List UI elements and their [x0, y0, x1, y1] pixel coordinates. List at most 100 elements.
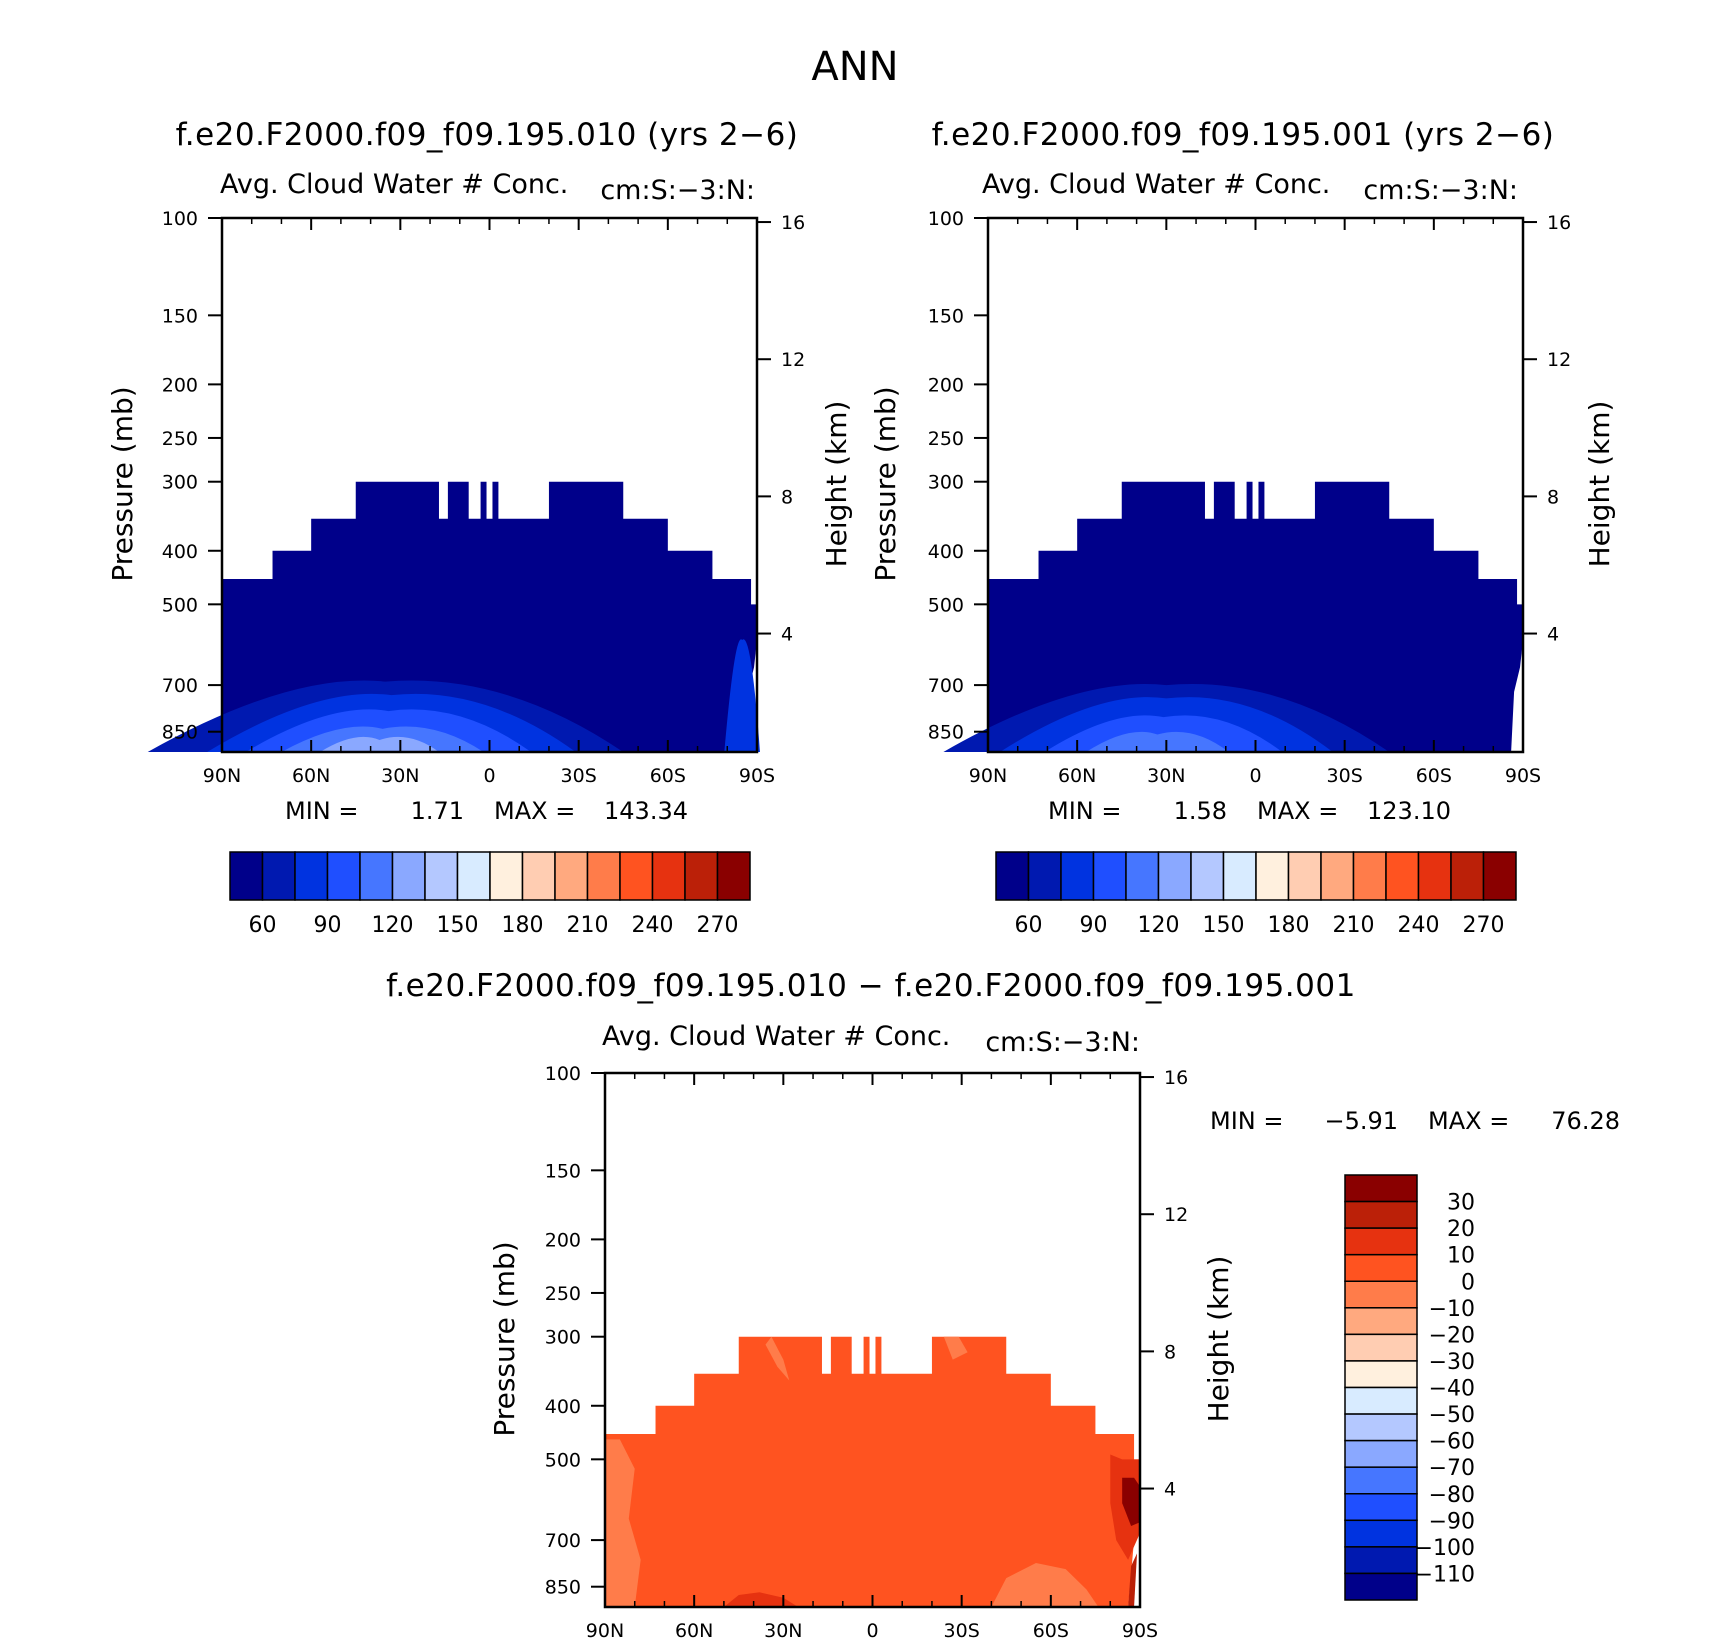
max-label: MAX = [1257, 797, 1338, 825]
colorbar-cell [1344, 1360, 1418, 1389]
colorbar-label: −90 [1429, 1509, 1475, 1534]
x-tick-label: 30N [1147, 765, 1185, 787]
colorbar-cell [1287, 851, 1322, 901]
colorbar: 60 90 120 150 180 210 240 270 [229, 851, 751, 938]
colorbar-cell [1344, 1466, 1418, 1495]
colorbar-label: −100 [1415, 1536, 1475, 1561]
y-tick-label: 400 [928, 541, 964, 563]
data-region-base [988, 481, 1523, 752]
data-region-level [1086, 731, 1229, 752]
colorbar-cell [261, 851, 296, 901]
field-label: Avg. Cloud Water # Conc. [602, 1021, 950, 1052]
colorbar-cell [1344, 1519, 1418, 1548]
x-tick-label: 30N [764, 1620, 802, 1639]
figure-title: ANN [811, 44, 898, 90]
colorbar-label: 270 [1463, 913, 1505, 938]
colorbar-cell [1344, 1386, 1418, 1415]
y-tick-label: 700 [545, 1530, 581, 1552]
colorbar-label: 150 [1203, 913, 1245, 938]
colorbar-cell [554, 851, 589, 901]
y-axis-label-left: Pressure (mb) [106, 386, 139, 581]
data-region-level [724, 639, 760, 752]
x-tick-label: 90S [739, 765, 775, 787]
y-tick-label: 100 [162, 208, 198, 230]
x-tick-label: 0 [1249, 765, 1261, 787]
max-value: 143.34 [604, 797, 688, 825]
y-tick-label: 150 [545, 1160, 581, 1182]
colorbar-cell [424, 851, 459, 901]
y-right-tick-label: 8 [1164, 1341, 1176, 1363]
units-label: cm:S:−3:N: [600, 175, 755, 206]
colorbar-label: −30 [1429, 1350, 1475, 1375]
colorbar-label: 150 [437, 913, 479, 938]
plot-area: 90N 60N 30N 0 30S 60S 90S 100 150 200 250 300 400 500… [147, 208, 805, 787]
colorbar-label: −80 [1429, 1483, 1475, 1508]
data-region-level [320, 736, 439, 752]
colorbar-cell [1060, 851, 1095, 901]
colorbar-cell [1344, 1413, 1418, 1442]
colorbar-cell [326, 851, 361, 901]
colorbar-cell [521, 851, 556, 901]
y-tick-label: 100 [928, 208, 964, 230]
y-tick-label: 200 [928, 374, 964, 396]
colorbar-cell [1417, 851, 1452, 901]
colorbar-label: 0 [1461, 1270, 1475, 1295]
min-value: 1.71 [411, 797, 464, 825]
y-right-tick-label: 16 [781, 212, 805, 234]
y-tick-label: 100 [545, 1063, 581, 1085]
colorbar: 3020100−10−20−30−40−50−60−70−80−90−100−1… [1344, 1174, 1475, 1601]
colorbar-cell [1344, 1174, 1418, 1203]
colorbar-cell [1482, 851, 1517, 901]
colorbar-label: 240 [632, 913, 674, 938]
colorbar-cell [619, 851, 654, 901]
colorbar-label: −50 [1429, 1403, 1475, 1428]
y-tick-label: 400 [545, 1396, 581, 1418]
y-tick-label: 300 [545, 1327, 581, 1349]
y-axis-label-left: Pressure (mb) [488, 1241, 521, 1436]
x-tick-label: 60N [675, 1620, 713, 1639]
colorbar-cell [1344, 1307, 1418, 1336]
colorbar-cell [1344, 1200, 1418, 1229]
y-tick-label: 250 [545, 1283, 581, 1305]
colorbar-cell [1222, 851, 1257, 901]
colorbar-cell [1344, 1546, 1418, 1575]
colorbar-label: −60 [1429, 1430, 1475, 1455]
y-right-tick-label: 12 [1547, 349, 1571, 371]
y-right-tick-label: 8 [1547, 486, 1559, 508]
y-tick-label: 700 [928, 675, 964, 697]
x-tick-label: 90S [1122, 1620, 1158, 1639]
x-tick-label: 0 [866, 1620, 878, 1639]
y-tick-label: 700 [162, 675, 198, 697]
y-right-tick-label: 4 [1547, 624, 1559, 646]
y-right-tick-label: 8 [781, 486, 793, 508]
data-region-level [991, 1562, 1099, 1607]
colorbar-cell [1344, 1227, 1418, 1256]
data-region-level [605, 1439, 641, 1607]
max-label: MAX = [1428, 1107, 1509, 1135]
colorbar-cell [1344, 1439, 1418, 1468]
colorbar-label: 90 [314, 913, 342, 938]
colorbar-label: 60 [249, 913, 277, 938]
colorbar-label: −110 [1415, 1562, 1475, 1587]
y-axis-label-right: Height (km) [1583, 401, 1616, 568]
units-label: cm:S:−3:N: [985, 1027, 1140, 1058]
colorbar-cell [489, 851, 524, 901]
colorbar-label: −20 [1429, 1323, 1475, 1348]
x-tick-label: 90N [203, 765, 241, 787]
y-axis-label-right: Height (km) [1202, 1256, 1235, 1423]
data-region-level [1128, 1553, 1138, 1607]
colorbar-cell [1344, 1333, 1418, 1362]
y-tick-label: 250 [928, 428, 964, 450]
y-axis-label-right: Height (km) [820, 401, 853, 568]
data-region-level [1122, 1477, 1140, 1526]
colorbar-cell [1344, 1253, 1418, 1282]
y-right-tick-label: 4 [1164, 1479, 1176, 1501]
panel-difference: f.e20.F2000.f09_f09.195.010 − f.e20.F200… [386, 968, 1620, 1642]
y-axis-label-left: Pressure (mb) [869, 386, 902, 581]
y-right-tick-label: 12 [781, 349, 805, 371]
max-value: 76.28 [1551, 1107, 1620, 1135]
colorbar-label: 60 [1015, 913, 1043, 938]
x-tick-label: 60S [650, 765, 686, 787]
colorbar-cell [684, 851, 719, 901]
